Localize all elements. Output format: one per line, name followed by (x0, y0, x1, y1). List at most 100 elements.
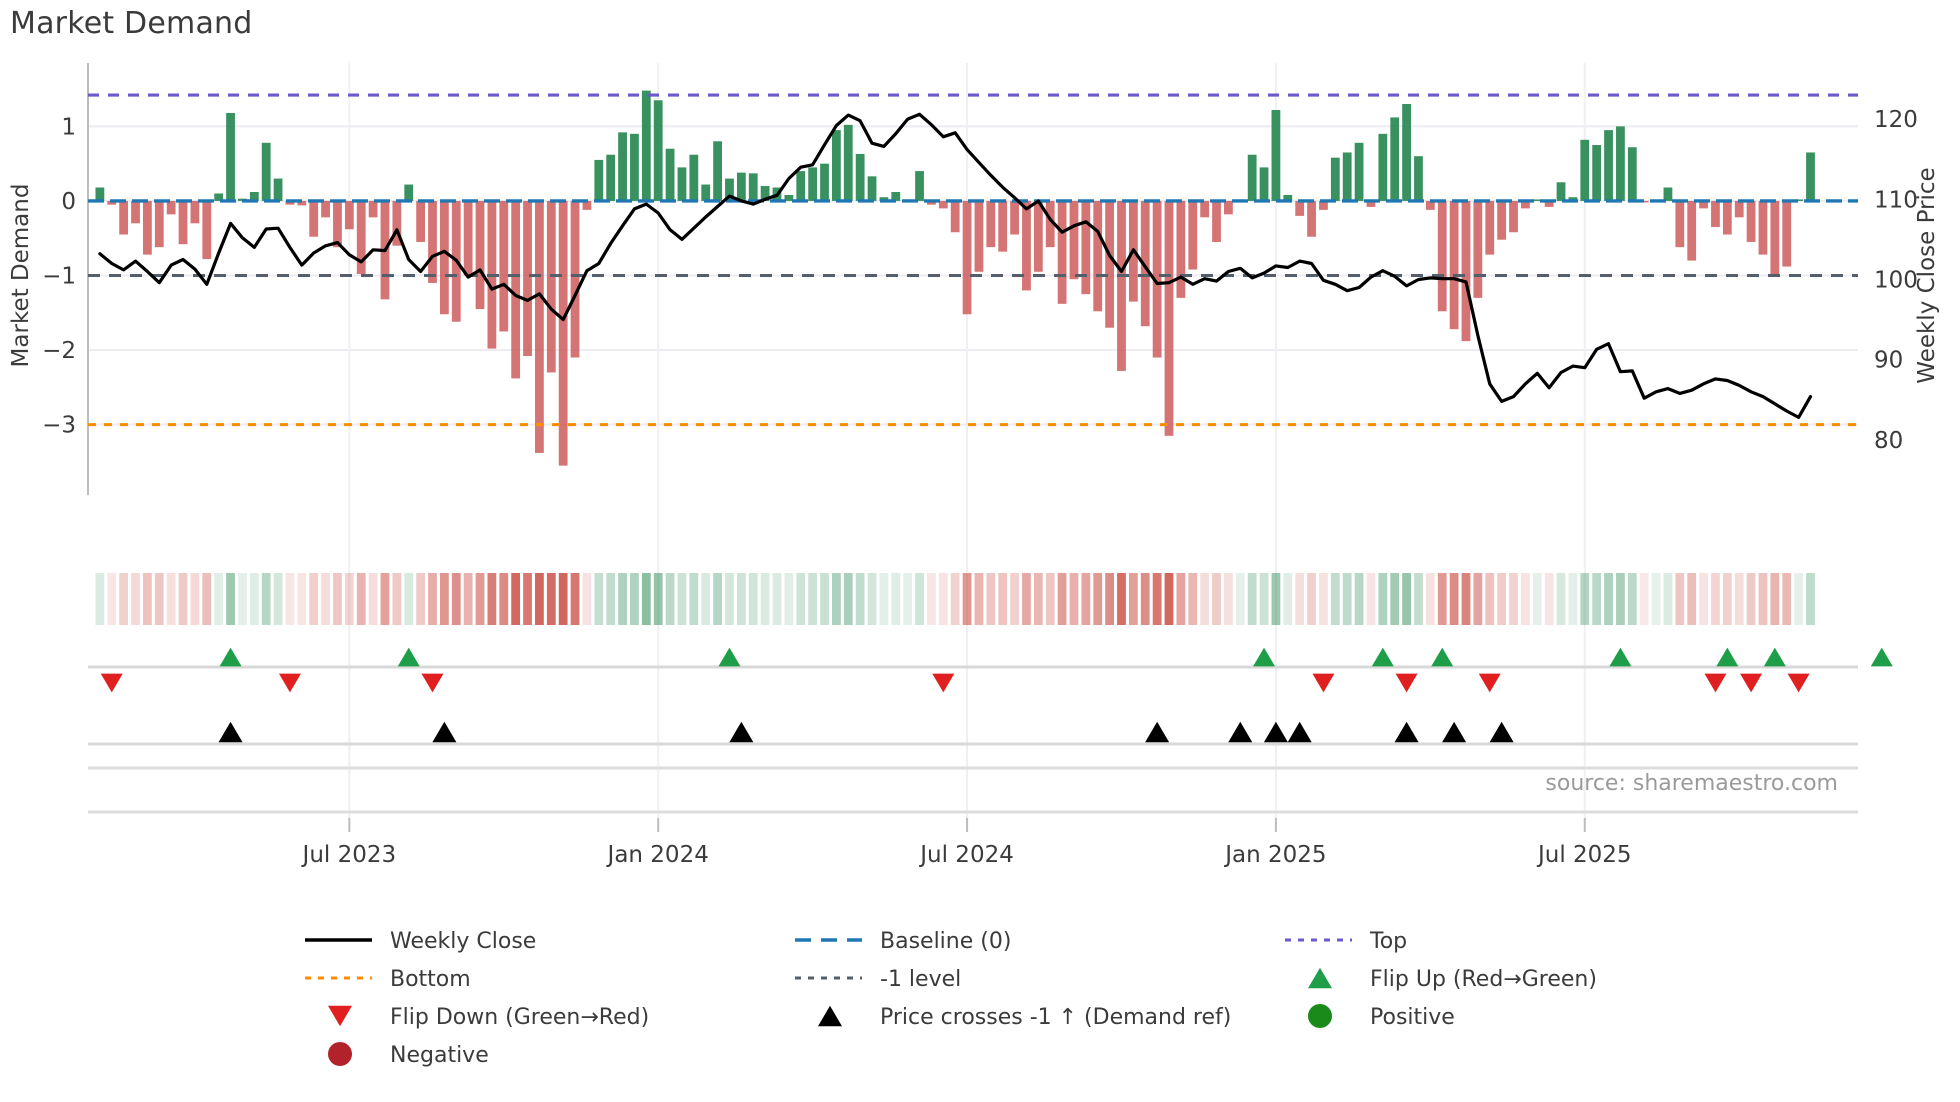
strip-cell (451, 573, 461, 625)
price-cross-marker (729, 721, 754, 743)
marker-axis-lines (88, 665, 1858, 814)
strip-cell (713, 573, 722, 625)
strip-cell (392, 573, 402, 625)
price-cross-marker (1287, 721, 1312, 743)
right-tick-label: 120 (1874, 107, 1918, 133)
demand-bar (143, 200, 152, 255)
demand-bar (1794, 199, 1803, 201)
demand-bar (523, 200, 532, 357)
strip-cell (1069, 573, 1079, 625)
flip-down-marker (1395, 673, 1418, 693)
demand-bar (107, 200, 117, 205)
demand-bar (95, 187, 105, 201)
flip-up-marker (219, 647, 242, 667)
demand-bar (1675, 200, 1685, 248)
strip-cell (1200, 573, 1210, 625)
strip-cell (226, 573, 235, 625)
demand-bar (1532, 199, 1542, 201)
strip-cell (166, 573, 176, 625)
strip-cell (523, 573, 532, 625)
demand-strip (95, 573, 1815, 625)
demand-bar (404, 184, 414, 201)
strip-cell (1224, 573, 1233, 625)
strip-cell (1497, 573, 1507, 625)
demand-bar (1152, 200, 1162, 358)
demand-bar (249, 191, 259, 201)
strip-cell (1295, 573, 1305, 625)
right-axis-title: Weekly Close Price (1914, 167, 1940, 383)
x-tick-label: Jul 2024 (918, 842, 1014, 868)
right-tick-label: 80 (1874, 428, 1903, 454)
demand-bar (1770, 200, 1780, 275)
left-tick-label: −1 (42, 264, 76, 290)
demand-bar (1663, 187, 1673, 201)
demand-bar (499, 200, 509, 332)
strip-cell (1022, 573, 1031, 625)
strip-cell (582, 573, 592, 625)
strip-cell (202, 573, 212, 625)
demand-bar (1081, 200, 1091, 295)
strip-cell (428, 573, 437, 625)
strip-cell (986, 573, 996, 625)
demand-bar (855, 153, 865, 201)
strip-cell (1247, 573, 1257, 625)
flip-down-marker (278, 673, 301, 693)
strip-cell (998, 573, 1008, 625)
strip-cell (1010, 573, 1019, 625)
source-note: source: sharemaestro.com (1545, 771, 1838, 796)
demand-bar (1295, 200, 1305, 216)
strip-cell (1307, 573, 1316, 625)
flip-up-marker (1431, 647, 1454, 667)
demand-bar (1259, 167, 1269, 201)
strip-cell (558, 573, 568, 625)
weekly-close-path (98, 112, 1813, 419)
strip-cell (546, 573, 556, 625)
strip-cell (938, 573, 948, 625)
strip-cell (1770, 573, 1780, 625)
price-cross-marker (1263, 721, 1288, 743)
demand-bar (1378, 133, 1388, 201)
right-axis: 120 110 100 90 80 Weekly Close Price (1874, 107, 1940, 454)
demand-bar (1330, 157, 1340, 201)
strip-cell (1128, 573, 1138, 625)
demand-bar (1758, 200, 1768, 255)
demand-bar (1509, 200, 1518, 233)
strip-cell (618, 573, 627, 625)
demand-bar (986, 200, 996, 248)
demand-bar (333, 200, 342, 248)
demand-bar (1414, 156, 1423, 201)
demand-bar (463, 200, 473, 276)
demand-bar (689, 154, 699, 201)
strip-cell (1235, 573, 1245, 625)
strip-cell (1045, 573, 1055, 625)
flip-up-marker (718, 647, 741, 667)
demand-bar (1271, 109, 1281, 201)
demand-bar (1568, 197, 1578, 201)
strip-cell (1627, 573, 1637, 625)
legend-label: Positive (1370, 1005, 1455, 1030)
strip-cell (475, 573, 485, 625)
strip-cell (1616, 573, 1625, 625)
demand-bar (1449, 200, 1459, 330)
demand-bar (736, 172, 746, 201)
demand-bar (1497, 200, 1507, 240)
strip-cell (499, 573, 509, 625)
flip-up-marker (1371, 647, 1394, 667)
demand-bar (1342, 152, 1352, 201)
demand-bar (748, 173, 758, 201)
strip-cell (285, 573, 295, 625)
strip-cell (927, 573, 936, 625)
left-tick-label: 1 (61, 114, 76, 140)
strip-cell (891, 573, 901, 625)
legend-label: Baseline (0) (880, 929, 1011, 954)
demand-bar (653, 100, 663, 201)
strip-cell (1687, 573, 1697, 625)
strip-cell (511, 573, 521, 625)
strip-cell (1437, 573, 1447, 625)
demand-bar (796, 171, 806, 201)
strip-cell (1354, 573, 1364, 625)
price-cross-marker (1489, 721, 1514, 743)
flip-down-marker (1478, 673, 1501, 693)
price-cross-marker (1145, 721, 1170, 743)
demand-bar (1734, 200, 1744, 218)
